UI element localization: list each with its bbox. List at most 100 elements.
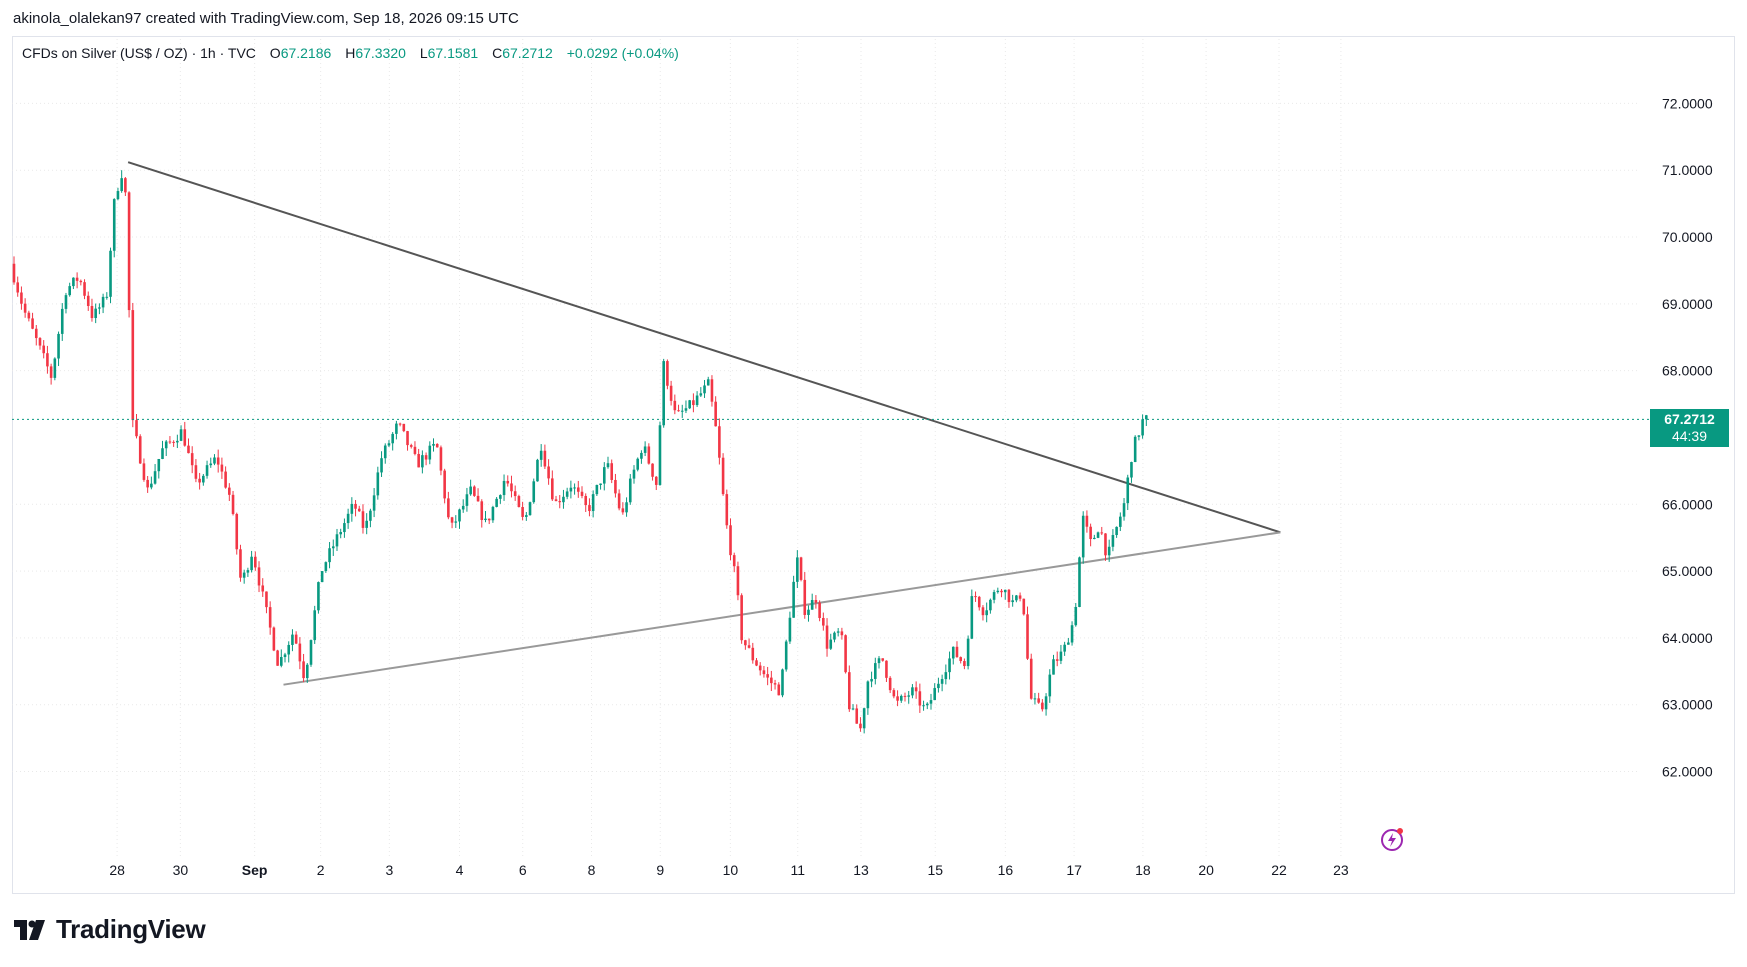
candle-body — [625, 502, 628, 513]
candle-body — [877, 658, 881, 664]
price-tick-label: 70.0000 — [1662, 229, 1713, 245]
candle-body — [833, 632, 836, 640]
candle-body — [673, 400, 677, 411]
candle-body — [654, 476, 658, 485]
candle-body — [280, 657, 283, 666]
low-label: L — [419, 45, 428, 61]
low-value: 67.1581 — [427, 45, 479, 61]
price-tick-label: 63.0000 — [1662, 697, 1713, 713]
candle-body — [825, 625, 829, 649]
candle-body — [261, 585, 265, 592]
close-value: 67.2712 — [502, 45, 553, 61]
candle-body — [458, 509, 461, 522]
candle-body — [584, 495, 588, 506]
candle-body — [120, 178, 123, 192]
tradingview-logo[interactable]: TradingView — [14, 914, 206, 945]
candle-body — [569, 487, 573, 492]
candle-body — [205, 465, 209, 476]
candle-body — [135, 420, 138, 437]
high-label: H — [345, 45, 356, 61]
candle-body — [666, 361, 669, 386]
candle-body — [291, 634, 294, 645]
candle-body — [1126, 477, 1130, 504]
price-axis[interactable]: 72.0000 71.0000 70.0000 69.0000 68.0000 66.00… — [1662, 95, 1713, 779]
candle-body — [83, 282, 86, 296]
candle-body — [357, 508, 361, 512]
time-tick-label: 28 — [109, 862, 125, 878]
trendline-lower[interactable] — [283, 531, 1281, 686]
candle-body — [643, 446, 647, 453]
candle-body — [543, 450, 547, 467]
candle-body — [1130, 462, 1133, 478]
candle-body — [127, 192, 131, 311]
candle-body — [911, 687, 914, 696]
candle-body — [792, 581, 795, 618]
candle-body — [23, 303, 27, 313]
candle-body — [729, 525, 732, 556]
candle-body — [257, 567, 261, 586]
candle-body — [699, 393, 703, 396]
candle-body — [647, 446, 651, 464]
candle-body — [944, 672, 948, 680]
candle-body — [803, 579, 807, 615]
candle-body — [981, 607, 985, 616]
candle-body — [1011, 600, 1014, 603]
flash-icon[interactable] — [1380, 826, 1406, 852]
candle-body — [34, 328, 38, 339]
brand-name: TradingView — [56, 914, 206, 944]
candle-body — [580, 491, 584, 496]
candle-body — [706, 379, 710, 386]
candle-body — [331, 546, 335, 549]
candle-body — [770, 677, 773, 684]
candle-body — [513, 491, 517, 497]
time-tick-label: 4 — [456, 862, 464, 878]
candle-body — [1122, 503, 1126, 517]
candle-body — [228, 487, 231, 495]
candle-body — [602, 467, 606, 484]
candle-body — [1063, 644, 1066, 652]
candle-body — [350, 503, 354, 514]
candle-body — [528, 502, 532, 516]
time-tick-label: 30 — [173, 862, 189, 878]
candle-body — [305, 664, 309, 679]
candle-body — [105, 296, 109, 298]
candle-body — [439, 447, 443, 471]
price-tick-label: 68.0000 — [1662, 363, 1713, 379]
candle-body — [799, 557, 803, 580]
candle-body — [1033, 698, 1037, 700]
candle-body — [892, 690, 896, 697]
candle-body — [963, 661, 966, 667]
candle-body — [1107, 546, 1111, 556]
chart-frame[interactable] — [12, 36, 1735, 894]
candle-body — [339, 532, 342, 535]
candle-body — [788, 617, 792, 642]
trendlines[interactable] — [127, 161, 1281, 686]
candle-body — [628, 478, 632, 503]
candle-body — [354, 503, 357, 509]
candle-body — [365, 520, 368, 528]
candle-body — [974, 596, 977, 598]
candle-body — [506, 480, 510, 484]
candle-body — [610, 463, 614, 480]
candle-body — [855, 708, 859, 724]
time-axis[interactable]: 28 30 Sep 2 3 4 6 8 9 10 11 13 15 16 17 18 20 22 23 — [109, 862, 1349, 878]
candle-body — [937, 683, 940, 689]
candle-body — [925, 703, 929, 706]
candle-body — [443, 470, 446, 499]
time-tick-label: 6 — [519, 862, 527, 878]
candle-body — [614, 479, 617, 494]
trendline-upper[interactable] — [127, 161, 1281, 534]
candle-body — [172, 441, 175, 443]
candle-body — [484, 518, 487, 521]
candle-body — [380, 458, 383, 473]
candle-body — [836, 631, 840, 633]
candle-body — [101, 296, 105, 308]
candle-body — [881, 658, 885, 661]
candle-body — [265, 591, 268, 608]
candle-body — [632, 469, 636, 479]
symbol-name[interactable]: CFDs on Silver (US$ / OZ) · 1h · TVC — [22, 45, 256, 61]
candle-body — [1052, 659, 1055, 675]
candle-body — [718, 426, 721, 458]
candle-body — [138, 436, 142, 464]
